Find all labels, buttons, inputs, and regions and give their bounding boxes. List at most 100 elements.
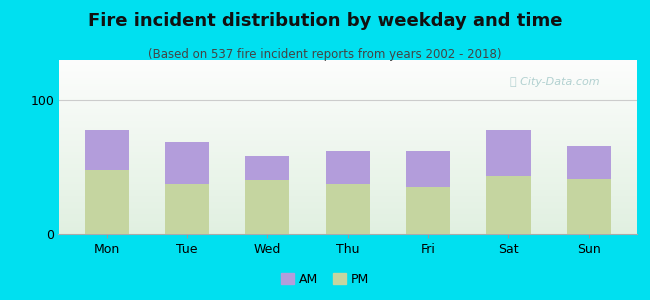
Bar <box>58 75 637 76</box>
Bar <box>58 220 637 221</box>
Bar <box>58 174 637 175</box>
Bar <box>58 81 637 82</box>
Bar <box>58 100 637 101</box>
Bar <box>58 132 637 133</box>
Bar <box>58 95 637 96</box>
Bar <box>58 128 637 129</box>
Bar <box>58 133 637 134</box>
Bar <box>58 148 637 149</box>
Bar <box>58 79 637 80</box>
Bar <box>58 129 637 130</box>
Bar <box>58 207 637 208</box>
Bar <box>58 204 637 205</box>
Bar <box>58 60 637 61</box>
Bar <box>58 155 637 156</box>
Bar <box>58 97 637 98</box>
Bar <box>58 68 637 69</box>
Bar <box>58 178 637 179</box>
Bar <box>245 181 289 234</box>
Bar <box>58 156 637 157</box>
Bar <box>58 87 637 88</box>
Bar <box>58 203 637 204</box>
Bar <box>58 120 637 121</box>
Bar <box>58 63 637 64</box>
Bar <box>58 233 637 234</box>
Bar <box>58 187 637 188</box>
Bar <box>58 195 637 196</box>
Bar <box>58 119 637 120</box>
Bar <box>58 74 637 75</box>
Bar <box>326 184 370 234</box>
Bar <box>58 141 637 142</box>
Bar <box>58 137 637 138</box>
Bar <box>58 110 637 111</box>
Bar <box>58 228 637 229</box>
Bar <box>58 85 637 86</box>
Bar <box>58 185 637 186</box>
Bar <box>58 78 637 79</box>
Bar <box>58 193 637 194</box>
Bar <box>58 136 637 137</box>
Bar <box>58 98 637 99</box>
Bar <box>58 70 637 71</box>
Bar <box>567 146 611 179</box>
Bar <box>58 217 637 218</box>
Bar <box>58 124 637 125</box>
Bar <box>58 223 637 224</box>
Bar <box>58 225 637 226</box>
Bar <box>58 152 637 153</box>
Bar <box>58 99 637 100</box>
Bar <box>58 83 637 84</box>
Bar <box>58 139 637 140</box>
Bar <box>58 145 637 146</box>
Bar <box>58 166 637 167</box>
Bar <box>58 208 637 209</box>
Bar <box>58 104 637 105</box>
Bar <box>58 194 637 195</box>
Bar <box>58 71 637 72</box>
Bar <box>58 201 637 202</box>
Bar <box>58 146 637 147</box>
Bar <box>58 167 637 168</box>
Bar <box>58 213 637 214</box>
Bar <box>58 126 637 127</box>
Bar <box>58 92 637 93</box>
Bar <box>58 212 637 213</box>
Bar <box>58 94 637 95</box>
Legend: AM, PM: AM, PM <box>276 268 374 291</box>
Bar <box>58 91 637 92</box>
Bar <box>486 176 530 234</box>
Text: ⓘ City-Data.com: ⓘ City-Data.com <box>510 77 599 87</box>
Bar <box>58 64 637 65</box>
Bar <box>58 127 637 128</box>
Bar <box>58 159 637 160</box>
Bar <box>58 230 637 231</box>
Bar <box>58 157 637 158</box>
Bar <box>58 130 637 131</box>
Bar <box>58 231 637 232</box>
Text: Fire incident distribution by weekday and time: Fire incident distribution by weekday an… <box>88 12 562 30</box>
Bar <box>58 202 637 203</box>
Bar <box>58 102 637 103</box>
Bar <box>58 77 637 78</box>
Bar <box>58 200 637 201</box>
Bar <box>58 205 637 206</box>
Bar <box>58 142 637 143</box>
Bar <box>58 189 637 190</box>
Bar <box>58 191 637 192</box>
Bar <box>58 153 637 154</box>
Bar <box>58 122 637 123</box>
Bar <box>58 198 637 199</box>
Bar <box>58 221 637 222</box>
Bar <box>58 115 637 116</box>
Bar <box>58 232 637 233</box>
Bar <box>58 80 637 81</box>
Bar <box>58 62 637 63</box>
Bar <box>58 222 637 223</box>
Bar <box>58 158 637 159</box>
Bar <box>58 199 637 200</box>
Bar <box>58 211 637 212</box>
Text: (Based on 537 fire incident reports from years 2002 - 2018): (Based on 537 fire incident reports from… <box>148 48 502 61</box>
Bar <box>58 165 637 166</box>
Bar <box>58 183 637 184</box>
